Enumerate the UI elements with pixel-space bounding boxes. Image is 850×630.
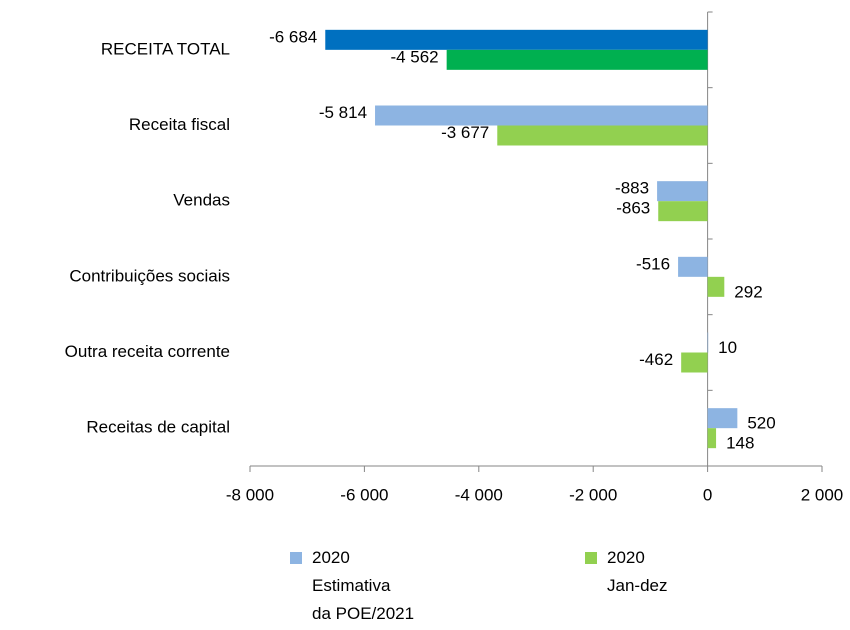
x-tick-label: 2 000 — [801, 485, 844, 504]
data-label: -462 — [639, 350, 673, 369]
data-label: 520 — [747, 414, 775, 433]
data-label: -3 677 — [441, 123, 489, 142]
y-tick-label: Receitas de capital — [86, 418, 230, 437]
bar — [707, 428, 717, 449]
legend-label: 2020 Estimativa da POE/2021 — [312, 548, 415, 623]
y-tick-label: Outra receita corrente — [65, 342, 230, 361]
bar — [657, 181, 708, 202]
bar — [678, 256, 708, 277]
bar — [707, 332, 709, 353]
data-label: -4 562 — [390, 47, 438, 66]
bar — [375, 105, 708, 126]
y-tick-label: Receita fiscal — [129, 115, 230, 134]
x-tick-label: 0 — [703, 485, 712, 504]
data-label: -516 — [636, 254, 670, 273]
x-tick-label: -8 000 — [226, 485, 274, 504]
data-label: -6 684 — [269, 27, 317, 46]
bar — [681, 352, 708, 373]
x-tick-label: -6 000 — [340, 485, 388, 504]
bar — [325, 29, 708, 50]
bar — [446, 49, 708, 70]
x-tick-label: -2 000 — [569, 485, 617, 504]
y-tick-label: RECEITA TOTAL — [101, 39, 230, 58]
x-tick-label: -4 000 — [455, 485, 503, 504]
bar — [497, 125, 708, 146]
data-label: -883 — [615, 179, 649, 198]
data-label: -5 814 — [319, 103, 367, 122]
data-label: 148 — [726, 434, 754, 453]
bar — [707, 408, 738, 429]
data-label: -863 — [616, 199, 650, 218]
bar — [707, 276, 725, 297]
y-tick-label: Vendas — [173, 191, 230, 210]
bar — [658, 201, 708, 222]
data-label: 10 — [718, 338, 737, 357]
data-label: 292 — [734, 282, 762, 301]
legend-swatch — [290, 552, 302, 564]
y-tick-label: Contribuições sociais — [69, 266, 230, 285]
legend-label: 2020 Jan-dez — [607, 548, 668, 595]
legend-swatch — [585, 552, 597, 564]
